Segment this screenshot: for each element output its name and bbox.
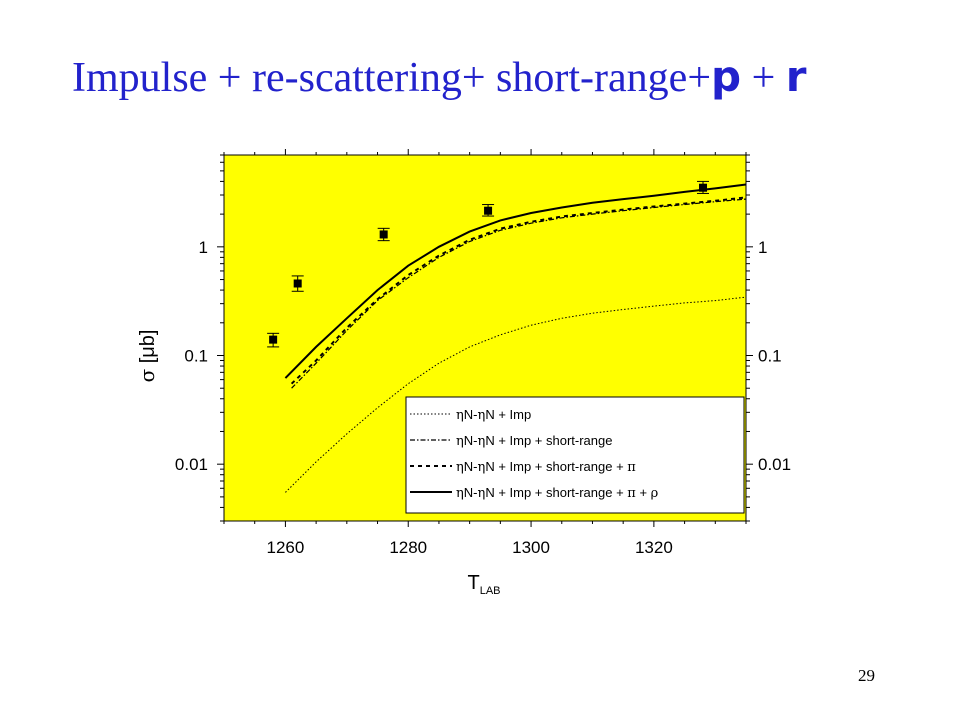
series-line-1: [285, 296, 747, 493]
legend-label-4: ηN-ηN + Imp + short-range + π + ρ: [456, 485, 658, 501]
legend-box: [405, 396, 745, 514]
series-line-4: [284, 183, 747, 379]
y-tick-label-right: 0.1: [758, 347, 782, 366]
legend-label-3: ηN-ηN + Imp + short-range + π: [456, 459, 636, 475]
y-tick-label: 0.1: [184, 347, 208, 366]
data-point: [293, 279, 302, 288]
data-point: [269, 335, 278, 344]
data-point: [699, 183, 708, 192]
title-rho-symbol: r: [785, 52, 807, 101]
series-line-3: [290, 196, 747, 385]
legend-label-1: ηN-ηN + Imp: [456, 407, 531, 423]
x-tick-label: 1280: [389, 538, 427, 557]
title-pi-symbol: p: [711, 52, 742, 101]
page-number: 29: [858, 666, 875, 685]
y-axis-label: σ [μb]: [135, 330, 159, 383]
x-tick-label: 1320: [635, 538, 673, 557]
plot-frame: [223, 154, 747, 522]
x-axis-label: TLAB: [467, 572, 500, 597]
legend-label-2: ηN-ηN + Imp + short-range: [456, 433, 612, 449]
data-point: [379, 230, 388, 239]
x-tick-label: 1260: [266, 538, 304, 557]
data-point: [484, 206, 493, 215]
y-tick-label-right: 1: [758, 238, 767, 257]
title-plus: +: [741, 55, 786, 101]
y-tick-label: 1: [199, 238, 208, 257]
y-tick-label-right: 0.01: [758, 455, 791, 474]
y-tick-label: 0.01: [175, 455, 208, 474]
title-text: Impulse + re-scattering+ short-range+: [72, 55, 712, 101]
series-line-2: [291, 198, 747, 389]
slide-title: Impulse + re-scattering+ short-range+p +…: [72, 52, 807, 102]
x-tick-label: 1300: [512, 538, 550, 557]
